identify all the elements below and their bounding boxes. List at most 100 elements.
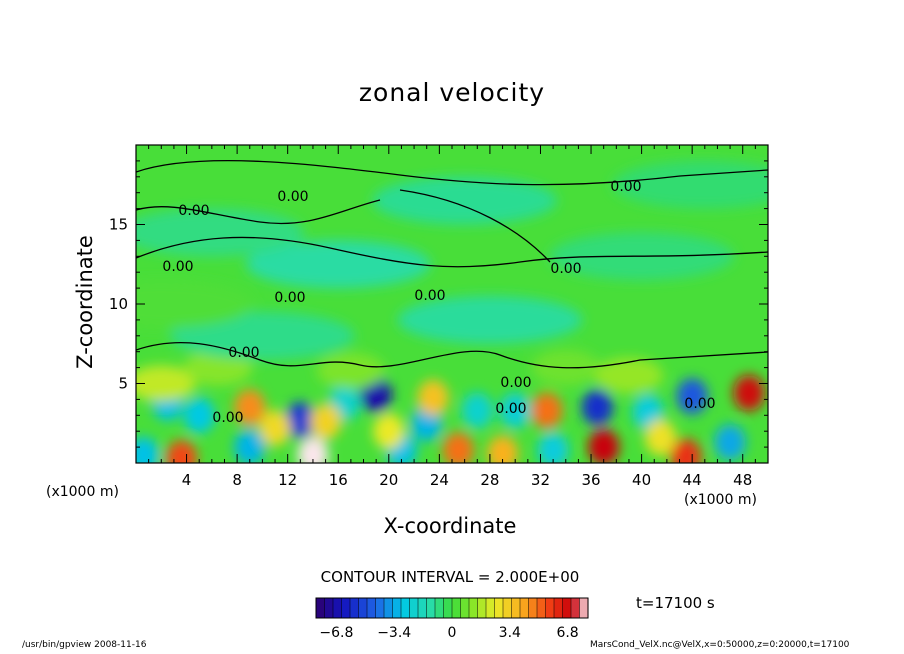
field-cell (372, 176, 558, 225)
y-axis-label: Z-coordinate (73, 235, 97, 369)
field-cell (245, 240, 431, 289)
colorbar-segment (528, 598, 538, 618)
x-tick-label: 36 (581, 471, 600, 489)
x-tick-label: 24 (430, 471, 449, 489)
colorbar-segment (358, 598, 368, 618)
colorbar-segment (384, 598, 394, 618)
contour-label: 0.00 (178, 203, 209, 219)
field-cell (136, 437, 160, 463)
colorbar-segment (426, 598, 436, 618)
field-cell (316, 352, 386, 389)
field-cell (499, 392, 531, 429)
field-cell (183, 397, 215, 434)
contour-line (136, 160, 768, 186)
field-cell (310, 403, 342, 440)
colorbar-tick-label: 3.4 (499, 625, 521, 641)
field-cell (594, 357, 664, 394)
colorbar-frame (315, 597, 589, 619)
contour-label: 0.00 (162, 259, 193, 275)
field-cell (486, 435, 519, 463)
contour-interval-label: CONTOUR INTERVAL = 2.000E+00 (320, 568, 580, 586)
x-tick-label: 48 (733, 471, 752, 489)
x-tick-label: 40 (632, 471, 651, 489)
colorbar-segment (520, 598, 530, 618)
colorbar-tick-label: −3.4 (377, 625, 411, 641)
x-tick-label: 44 (683, 471, 702, 489)
contour-label: 0.00 (500, 375, 531, 391)
x-tick-label: 16 (329, 471, 348, 489)
colorbar-segment (537, 598, 547, 618)
colorbar-segment (562, 598, 572, 618)
colorbar-segment (316, 598, 326, 618)
colorbar-segment (503, 598, 513, 618)
colorbar-segment (367, 598, 377, 618)
colorbar-segment (460, 598, 470, 618)
contour-label: 0.00 (495, 401, 526, 417)
contour-label: 0.00 (274, 290, 305, 306)
colorbar-segment (375, 598, 385, 618)
field-cell (234, 389, 266, 426)
colorbar-tick-label: 0 (448, 625, 457, 641)
field-cell (259, 410, 291, 447)
colorbar-segment (452, 598, 462, 618)
y-tick-label: 5 (118, 375, 128, 393)
field-cell (397, 295, 583, 344)
x-axis-label: X-coordinate (383, 514, 517, 538)
colorbar-segment (392, 598, 402, 618)
x-tick-label: 8 (232, 471, 242, 489)
plot-area: 0.00 0.00 0.00 0.00 0.00 0.00 0.00 0.00 0.00 0.00… (136, 145, 768, 463)
contour-label: 0.00 (550, 261, 581, 277)
footer-program-date: /usr/bin/gpview 2008-11-16 (22, 640, 147, 650)
contour-label: 0.00 (414, 288, 445, 304)
field-cell (442, 432, 474, 463)
contour-label: 0.00 (610, 179, 641, 195)
contour-label: 0.00 (212, 410, 243, 426)
colorbar-segment (435, 598, 445, 618)
colorbar-segment (571, 598, 581, 618)
colorbar-segment (477, 598, 487, 618)
x-tick-label: 20 (379, 471, 398, 489)
x-tick-label: 28 (480, 471, 499, 489)
colorbar-segment (401, 598, 411, 618)
field-cell (136, 280, 254, 328)
field-cell (136, 208, 305, 257)
contour-label: 0.00 (277, 189, 308, 205)
colorbar-tick-label: 6.8 (556, 625, 578, 641)
colorbar-tick-label: −6.8 (319, 625, 353, 641)
x-tick-label: 4 (182, 471, 192, 489)
colorbar-segment (469, 598, 479, 618)
y-tick-label: 10 (109, 295, 128, 313)
footer-data-source: MarsCond_VelX.nc@VelX,x=0:50000,z=0:2000… (590, 640, 850, 650)
colorbar-segment (486, 598, 496, 618)
field-cell (417, 379, 449, 416)
field-cell (136, 365, 196, 402)
y-tick-label: 15 (109, 216, 128, 234)
x-tick-label: 12 (278, 471, 297, 489)
contour-line (399, 189, 551, 263)
field-cell (581, 389, 613, 426)
chart-title: zonal velocity (358, 78, 546, 107)
contour-line (136, 199, 381, 225)
field-cell (644, 419, 677, 456)
field-cell (537, 432, 569, 463)
x-unit-label-right: (x1000 m) (684, 492, 757, 508)
contour-line (136, 236, 768, 268)
field-cell (714, 424, 746, 461)
field-cell (234, 429, 266, 463)
colorbar-segment (554, 598, 564, 618)
colorbar-segment (443, 598, 453, 618)
colorbar-segment (341, 598, 351, 618)
time-label: t=17100 s (636, 594, 715, 612)
contour-line (136, 341, 768, 369)
colorbar-segment (350, 598, 360, 618)
colorbar-segment (511, 598, 521, 618)
colorbar-segment (545, 598, 555, 618)
field-cell (170, 311, 355, 360)
field-cell (165, 440, 198, 463)
x-tick-label: 32 (531, 471, 550, 489)
colorbar-segment (324, 598, 334, 618)
field-cell (733, 375, 765, 412)
x-unit-label-left: (x1000 m) (46, 484, 119, 500)
